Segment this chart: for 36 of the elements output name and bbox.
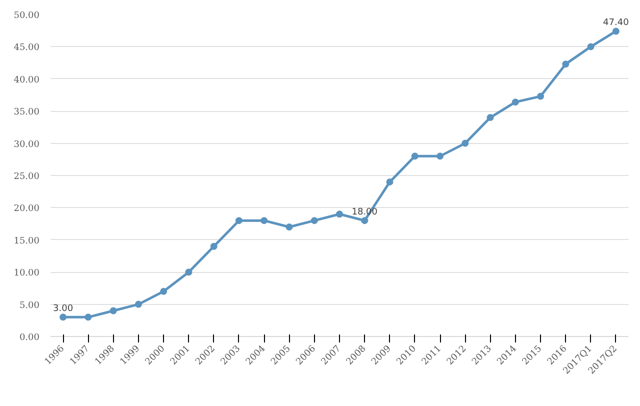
data-label: 47.40	[603, 18, 630, 28]
point	[462, 140, 469, 147]
point	[361, 217, 368, 224]
y-tick-label: 40.00	[14, 75, 40, 86]
point	[612, 28, 620, 35]
point	[386, 178, 394, 186]
point	[336, 210, 343, 218]
point	[84, 314, 92, 321]
point	[110, 307, 117, 314]
y-tick-label: 30.00	[14, 140, 40, 150]
y-tick-label: 15.00	[14, 236, 40, 246]
point	[235, 217, 242, 224]
y-tick-label: 0.00	[19, 333, 40, 343]
point	[512, 98, 519, 106]
point	[537, 92, 544, 100]
y-tick-label: 25.00	[14, 172, 40, 182]
point	[286, 224, 293, 231]
point	[310, 217, 318, 224]
y-tick-label: 50.00	[14, 11, 40, 21]
point	[486, 114, 494, 122]
point	[260, 217, 268, 224]
point	[185, 268, 192, 276]
point	[134, 300, 142, 308]
y-tick-label: 20.00	[14, 204, 40, 214]
data-label: 3.00	[53, 304, 74, 314]
point	[60, 314, 67, 321]
y-tick-label: 5.00	[19, 300, 40, 311]
y-tick-label: 45.00	[14, 43, 40, 54]
point	[411, 152, 418, 160]
point	[160, 288, 168, 295]
point	[587, 43, 594, 50]
point	[436, 152, 444, 160]
point	[562, 60, 570, 68]
y-tick-label: 35.00	[14, 108, 40, 118]
point	[210, 242, 218, 250]
y-tick-label: 10.00	[14, 268, 40, 279]
